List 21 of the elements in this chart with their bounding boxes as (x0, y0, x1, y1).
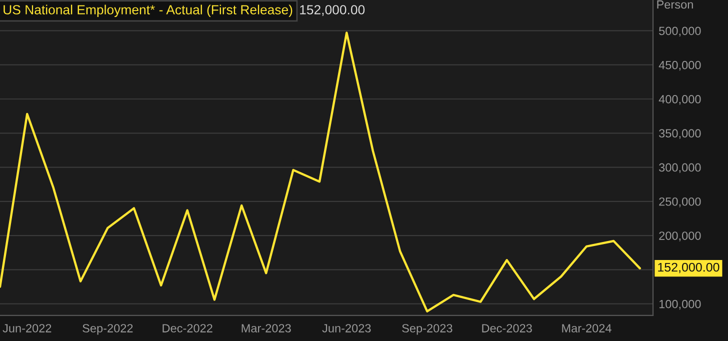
x-tick-label: Dec-2022 (162, 324, 212, 332)
line-series (0, 32, 641, 312)
chart-title: US National Employment* - Actual (First Release) (4, 4, 292, 18)
x-tick-label: Mar-2024 (562, 324, 612, 332)
y-tick-label: 300,000 (659, 163, 701, 174)
y-tick-label: 450,000 (658, 60, 701, 71)
y-axis-title: Person (657, 0, 693, 9)
y-tick-label: 500,000 (659, 26, 701, 37)
y-tick-label: 200,000 (659, 232, 701, 242)
annotation: 152,000.00 (658, 262, 720, 274)
y-tick-label: 400,000 (658, 95, 701, 105)
y-tick-label: 250,000 (659, 197, 701, 208)
y-tick-label: 350,000 (659, 129, 701, 139)
x-tick-label: Jun-2023 (322, 324, 371, 332)
x-tick-label: Jun-2022 (2, 324, 52, 332)
y-tick-label: 100,000 (659, 300, 701, 310)
x-tick-label: Mar-2023 (242, 324, 291, 332)
x-tick-label: Sep-2022 (82, 324, 133, 335)
x-tick-label: Dec-2023 (482, 324, 532, 332)
chart-subtitle: 152,000.00 (300, 5, 365, 16)
x-tick-label: Sep-2023 (402, 324, 452, 335)
